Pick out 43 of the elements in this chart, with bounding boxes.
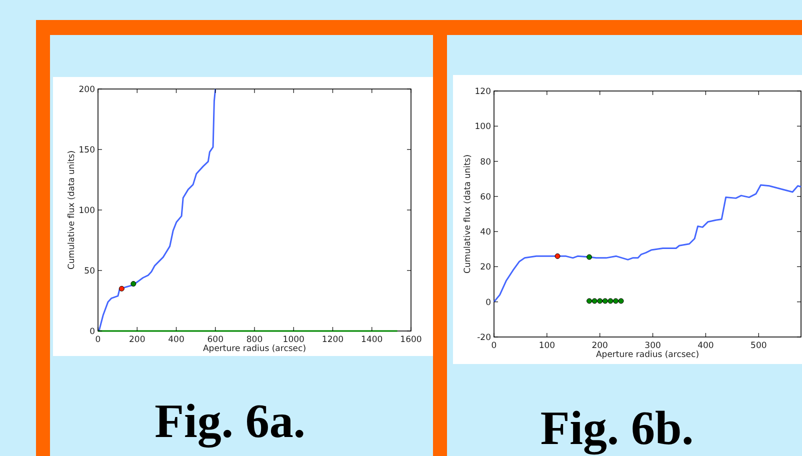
y-tick-label: 200 — [78, 85, 95, 95]
x-tick-label: 1400 — [361, 335, 383, 345]
y-tick-label: -20 — [477, 333, 491, 343]
y-tick-label: 60 — [480, 192, 491, 202]
x-tick-label: 1000 — [282, 335, 304, 345]
x-tick-label: 100 — [538, 341, 556, 351]
y-tick-label: 40 — [480, 228, 491, 238]
y-axis-title: Cumulative flux (data units) — [463, 154, 473, 274]
point — [602, 298, 608, 304]
x-tick-label: 400 — [168, 335, 184, 345]
x-axis-title: Aperture radius (arcsec) — [202, 344, 306, 354]
x-tick-label: 1200 — [322, 335, 344, 345]
x-axis-title: Aperture radius (arcsec) — [596, 350, 700, 360]
line-series — [98, 88, 216, 332]
point — [608, 298, 614, 304]
y-tick-label: 0 — [486, 298, 491, 308]
y-tick-label: 100 — [78, 206, 95, 216]
text: Fig. 6b. — [540, 402, 694, 455]
y-tick-label: 50 — [84, 266, 95, 276]
x-tick-label: 200 — [129, 335, 146, 345]
x-tick-label: 400 — [698, 341, 714, 351]
point — [618, 298, 624, 304]
y-tick-label: 20 — [480, 262, 491, 273]
x-tick-label: 1600 — [400, 335, 422, 345]
y-tick-label: 0 — [90, 327, 95, 337]
point — [586, 254, 592, 260]
point — [592, 298, 598, 304]
y-tick-label: 150 — [78, 146, 95, 156]
point — [586, 298, 592, 304]
x-tick-label: 500 — [750, 341, 767, 351]
x-tick-label: 200 — [592, 341, 608, 351]
y-tick-label: 120 — [474, 87, 491, 97]
point — [612, 298, 618, 304]
x-tick-label: 600 — [207, 335, 224, 345]
y-axis-title: Cumulative flux (data units) — [67, 150, 77, 270]
x-tick-label: 300 — [644, 341, 661, 351]
y-tick-label: 100 — [474, 122, 491, 132]
point — [554, 253, 560, 259]
x-tick-label: 800 — [246, 335, 263, 345]
point — [597, 298, 603, 304]
line-series — [493, 184, 802, 303]
text: Fig. 6a. — [154, 395, 306, 448]
y-tick-label: 80 — [480, 157, 491, 168]
